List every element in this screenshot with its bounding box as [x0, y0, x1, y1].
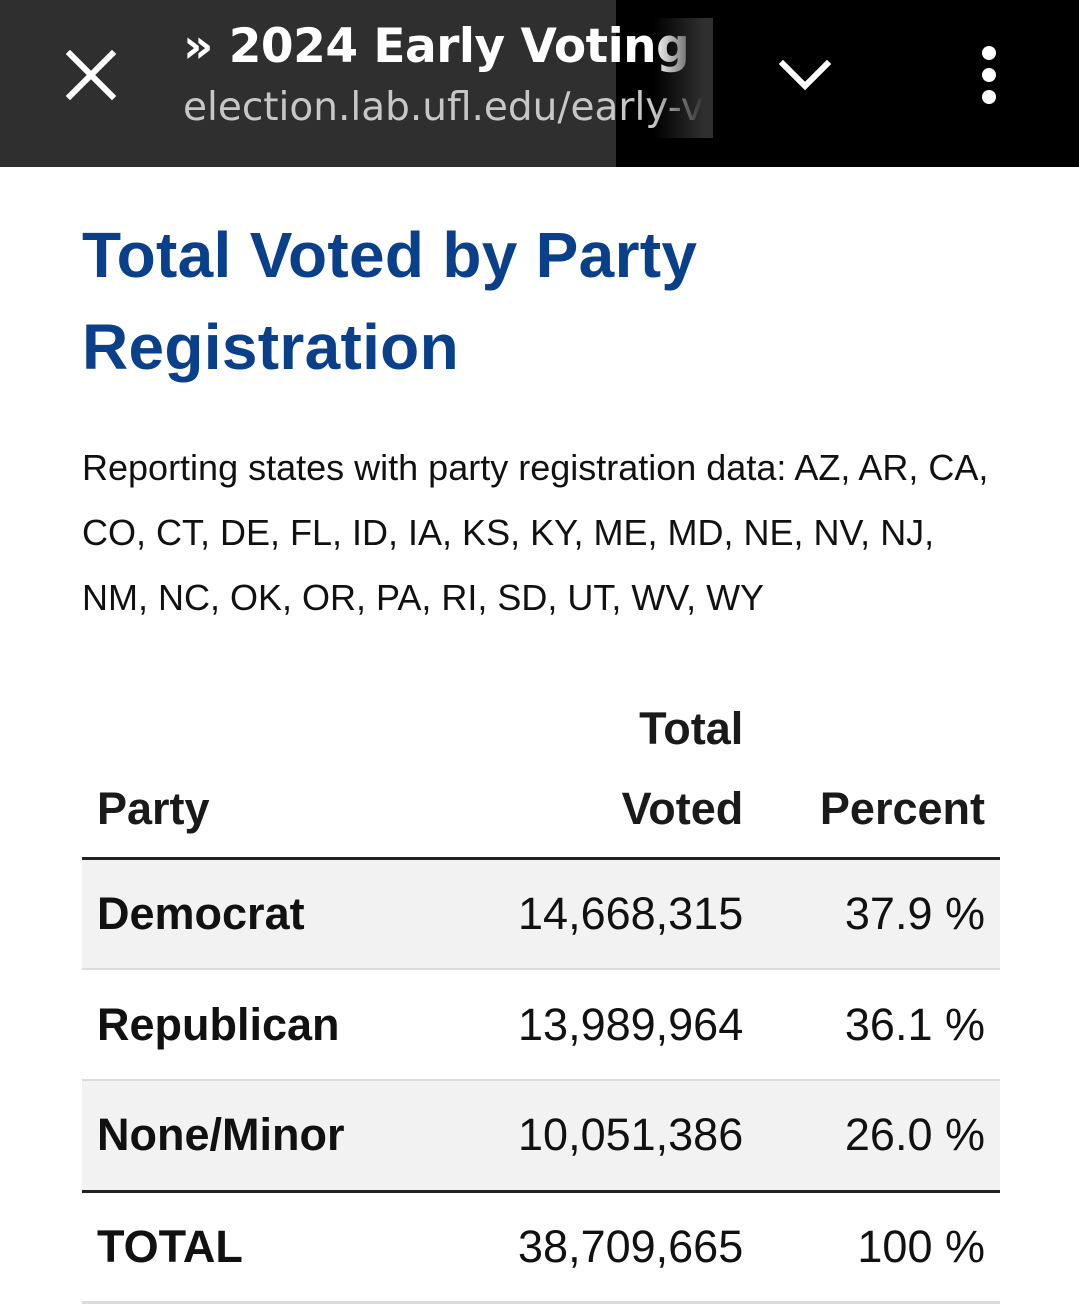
table-row: None/Minor 10,051,386 26.0 % — [82, 1080, 1000, 1192]
header-total-voted: Total Voted — [442, 688, 759, 860]
table-header-row: Party Total Voted Percent — [82, 688, 1000, 860]
party-cell: Democrat — [82, 858, 442, 970]
party-cell: None/Minor — [82, 1080, 442, 1192]
table-row: Republican 13,989,964 36.1 % — [82, 969, 1000, 1081]
total-cell: 13,989,964 — [442, 969, 759, 1081]
percent-cell: 37.9 % — [758, 858, 1000, 970]
table-row: Democrat 14,668,315 37.9 % — [82, 858, 1000, 970]
page-title: » 2024 Early Voting UF — [183, 19, 713, 74]
page-title-area[interactable]: » 2024 Early Voting UF election.lab.ufl.… — [183, 18, 713, 138]
page-url: election.lab.ufl.edu/early-vo — [183, 85, 713, 130]
header-percent: Percent — [758, 688, 1000, 860]
close-button[interactable] — [58, 42, 124, 108]
expand-button[interactable] — [770, 45, 840, 107]
total-sum-cell: 38,709,665 — [442, 1189, 759, 1304]
total-cell: 14,668,315 — [442, 858, 759, 970]
party-cell: Republican — [82, 969, 442, 1081]
percent-cell: 26.0 % — [758, 1080, 1000, 1192]
overflow-menu-button[interactable] — [962, 40, 1016, 110]
party-table: Party Total Voted Percent Democrat 14,66… — [82, 688, 1000, 1304]
total-cell: 10,051,386 — [442, 1080, 759, 1192]
header-total-line1: Total — [639, 702, 744, 754]
header-party: Party — [82, 688, 442, 860]
browser-toolbar: » 2024 Early Voting UF election.lab.ufl.… — [0, 0, 1079, 167]
header-total-line2: Voted — [621, 782, 744, 834]
chevron-down-icon — [779, 60, 831, 91]
more-vert-icon — [982, 46, 996, 104]
section-heading: Total Voted by Party Registration — [82, 219, 698, 383]
percent-cell: 36.1 % — [758, 969, 1000, 1081]
close-icon — [66, 50, 116, 100]
table-total-row: TOTAL 38,709,665 100 % — [82, 1189, 1000, 1304]
article: Total Voted by Party Registration Report… — [82, 167, 1002, 630]
total-label-cell: TOTAL — [82, 1189, 442, 1304]
total-percent-cell: 100 % — [758, 1189, 1000, 1304]
reporting-states-text: Reporting states with party registration… — [82, 447, 989, 618]
